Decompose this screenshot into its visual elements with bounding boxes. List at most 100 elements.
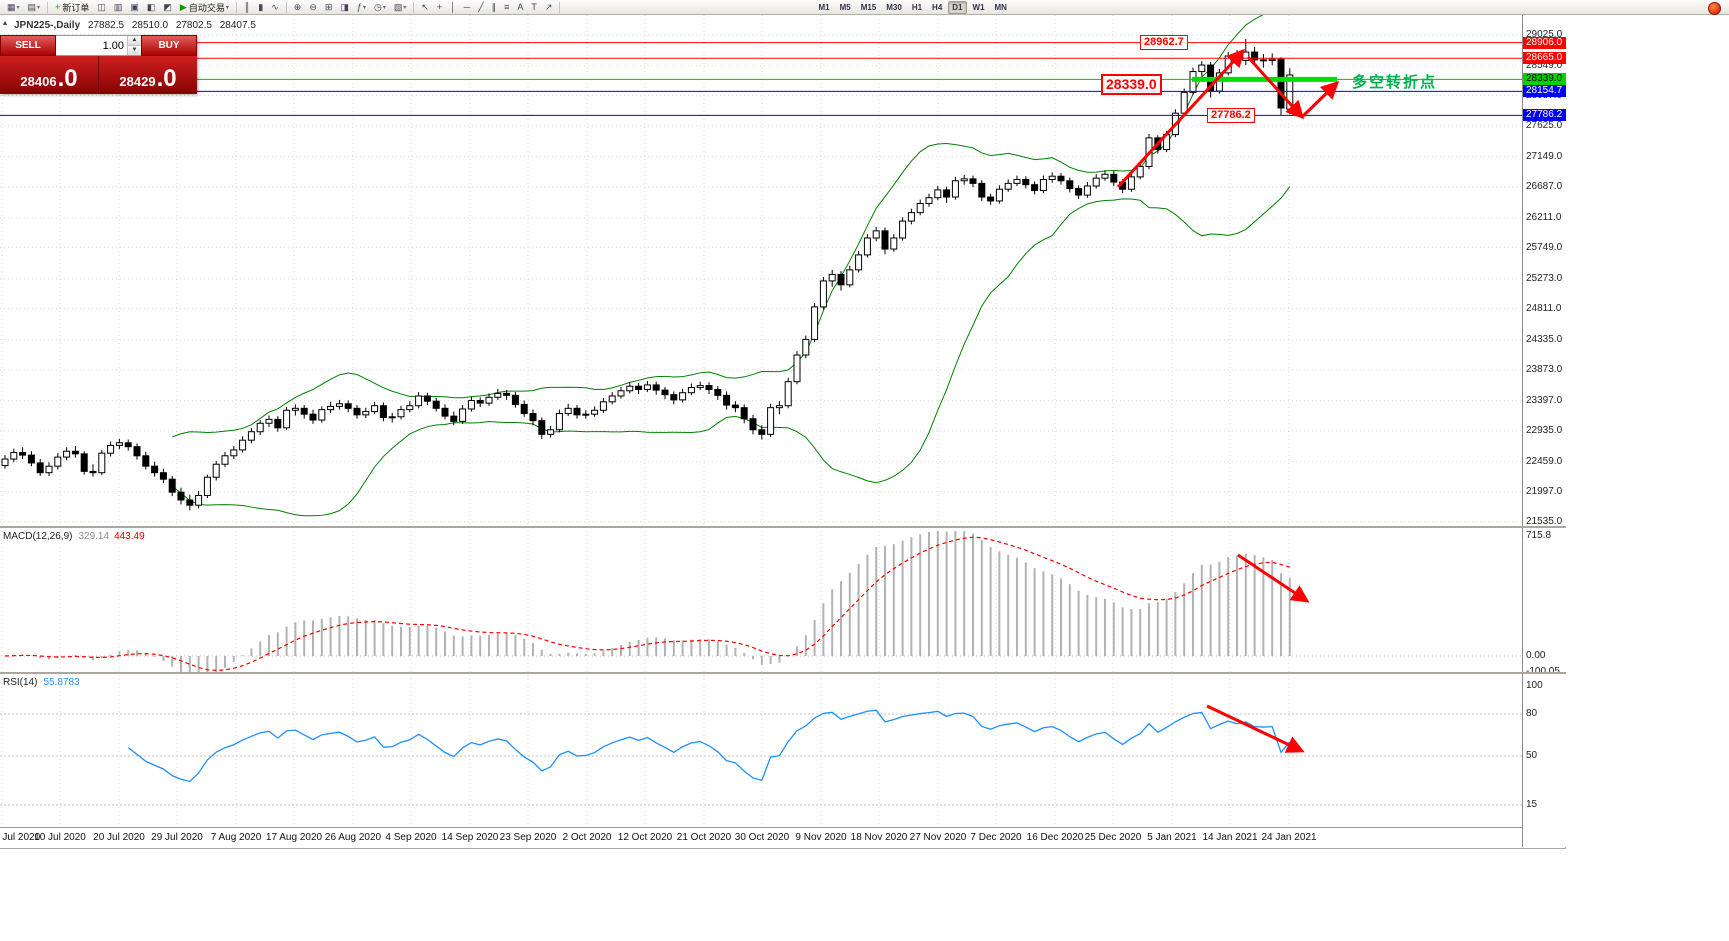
trend-arrow[interactable] xyxy=(1300,80,1340,119)
date-label: 23 Sep 2020 xyxy=(499,832,557,843)
profiles-icon: ▤ xyxy=(27,1,37,12)
volume-control: ▲ ▼ xyxy=(56,35,141,56)
autotrading-label: 自动交易 xyxy=(188,2,225,13)
terminal-button[interactable]: ◧ xyxy=(144,0,159,15)
price-level-label: 28906.0 xyxy=(1523,36,1566,49)
horizontal-line-button[interactable]: ─ xyxy=(461,0,473,15)
text-label-button[interactable]: T xyxy=(528,0,540,15)
close-value: 28407.5 xyxy=(219,20,256,31)
notification-icon[interactable] xyxy=(1708,2,1721,15)
price-tick: 23397.0 xyxy=(1526,394,1563,406)
date-label: 9 Nov 2020 xyxy=(795,832,847,843)
volume-input[interactable] xyxy=(56,36,127,55)
profiles-dropdown-caret[interactable]: ▾ xyxy=(37,4,41,11)
bid-price[interactable]: 28406 .0 xyxy=(0,56,98,94)
new-order-label: 新订单 xyxy=(62,2,90,13)
trend-arrow[interactable] xyxy=(1246,55,1305,120)
strategy-tester-button[interactable]: ◩ xyxy=(160,0,175,15)
sell-button[interactable]: SELL xyxy=(0,35,56,56)
price-tick: 24335.0 xyxy=(1526,333,1563,345)
data-window-button[interactable]: ▥ xyxy=(111,0,126,15)
arrows-tool-button[interactable]: ↗ xyxy=(542,0,556,15)
price-annotation-box[interactable]: 28962.7 xyxy=(1140,35,1188,51)
timeframe-h1-button[interactable]: H1 xyxy=(911,2,923,12)
periods-button[interactable]: ◷ ▾ xyxy=(371,0,389,15)
crosshair-icon: + xyxy=(436,1,443,12)
trend-arrow[interactable] xyxy=(1116,48,1246,189)
toolbar-separator xyxy=(235,1,237,13)
timeframe-m30-button[interactable]: M30 xyxy=(886,2,902,12)
indicators-button[interactable]: ƒ ▾ xyxy=(354,0,369,15)
chart-objects[interactable] xyxy=(0,42,1522,753)
bid-frac: .0 xyxy=(57,65,78,92)
periods-dropdown-caret[interactable]: ▾ xyxy=(382,4,386,11)
profiles-button[interactable]: ▤ ▾ xyxy=(25,0,44,15)
navigator-button[interactable]: ▣ xyxy=(127,0,142,15)
price-level-label: 27786.2 xyxy=(1523,109,1566,122)
trend-arrow[interactable] xyxy=(1206,704,1305,753)
one-click-toggle-icon[interactable]: ▴ xyxy=(3,18,8,27)
text-button[interactable]: A xyxy=(514,0,526,15)
autotrading-button[interactable]: ▶ 自动交易 ▾ xyxy=(177,0,232,15)
cursor-button[interactable]: ↖ xyxy=(418,0,432,15)
price-scale[interactable]: 29025.028549.028087.027625.027149.026687… xyxy=(1522,15,1566,847)
fibonacci-button[interactable]: ≡ xyxy=(501,0,512,15)
timeframe-mn-button[interactable]: MN xyxy=(994,2,1007,12)
macd-pane-separator[interactable] xyxy=(0,526,1566,528)
timeframe-h4-button[interactable]: H4 xyxy=(932,2,943,12)
vertical-line-button[interactable]: │ xyxy=(447,0,459,15)
ask-price[interactable]: 28429 .0 xyxy=(98,56,197,94)
crosshair-button[interactable]: + xyxy=(434,0,445,15)
date-label: 29 Jul 2020 xyxy=(151,832,203,843)
new-chart-button[interactable]: ▦ ▾ xyxy=(4,0,23,15)
buy-button[interactable]: BUY xyxy=(141,35,197,56)
date-label: 18 Nov 2020 xyxy=(850,832,908,843)
timeframe-d1-button[interactable]: D1 xyxy=(948,0,967,14)
date-label: 4 Sep 2020 xyxy=(385,832,437,843)
new-order-icon: + xyxy=(55,1,61,12)
high-value: 28510.0 xyxy=(131,20,169,31)
price-tick: 27149.0 xyxy=(1526,150,1563,162)
arrows-tool-icon: ↗ xyxy=(544,1,553,12)
volume-increase-button[interactable]: ▲ xyxy=(128,36,141,46)
rsi-pane xyxy=(127,709,1291,783)
line-chart-button[interactable]: ∿ xyxy=(268,0,282,15)
cursor-icon: ↖ xyxy=(421,1,429,12)
trendline-button[interactable]: ╱ xyxy=(475,0,486,15)
timeframe-m1-button[interactable]: M1 xyxy=(818,2,830,12)
zoom-out-button[interactable]: ⊖ xyxy=(306,0,320,15)
chart-window: ▴ JPN225-,Daily 27882.5 28510.0 27802.5 … xyxy=(0,15,1566,849)
date-label: 7 Aug 2020 xyxy=(210,832,262,843)
chart-shift-button[interactable]: ◨ xyxy=(337,0,352,15)
main-toolbar: ▦ ▾ ▤ ▾ + 新订单 ◫ ▥ ▣ ◧ ◩ ▶ 自动交易 ▾ ║ ▮ ∿ ⊕ ⊖ ⊞ ◨ ƒ ▾ ◷ ▾ ▧ ▾ ↖ + │ ─ ╱ ∥ ≡ A… xyxy=(0,0,1729,15)
volume-decrease-button[interactable]: ▼ xyxy=(128,46,141,55)
templates-dropdown-caret[interactable]: ▾ xyxy=(403,4,407,11)
candlestick-chart-button[interactable]: ▮ xyxy=(255,0,266,15)
zoom-in-button[interactable]: ⊕ xyxy=(291,0,305,15)
price-annotation-box[interactable]: 28339.0 xyxy=(1101,74,1162,95)
new-order-button[interactable]: + 新订单 xyxy=(52,0,92,15)
new-chart-icon: ▦ xyxy=(7,1,16,12)
bar-chart-button[interactable]: ║ xyxy=(241,0,253,15)
market-watch-button[interactable]: ◫ xyxy=(94,0,109,15)
new-chart-dropdown-caret[interactable]: ▾ xyxy=(16,4,20,11)
tile-windows-button[interactable]: ⊞ xyxy=(322,0,336,15)
price-tick: 27625.0 xyxy=(1526,119,1563,131)
turning-point-note[interactable]: 多空转折点 xyxy=(1352,74,1438,91)
timeframe-m15-button[interactable]: M15 xyxy=(860,2,877,12)
rsi-pane-separator[interactable] xyxy=(0,672,1566,674)
data-window-icon: ▥ xyxy=(113,1,123,12)
date-label: 14 Sep 2020 xyxy=(441,832,499,843)
grid xyxy=(0,15,1522,826)
timeframe-m5-button[interactable]: M5 xyxy=(839,2,851,12)
trend-arrow[interactable] xyxy=(1237,553,1310,603)
timeframe-w1-button[interactable]: W1 xyxy=(972,2,985,12)
price-annotation-box[interactable]: 27786.2 xyxy=(1207,108,1255,124)
channel-button[interactable]: ∥ xyxy=(489,0,500,15)
templates-button[interactable]: ▧ ▾ xyxy=(391,0,410,15)
volume-spinner: ▲ ▼ xyxy=(127,36,141,55)
autotrading-dropdown-caret[interactable]: ▾ xyxy=(225,4,229,11)
indicators-dropdown-caret[interactable]: ▾ xyxy=(362,4,366,11)
